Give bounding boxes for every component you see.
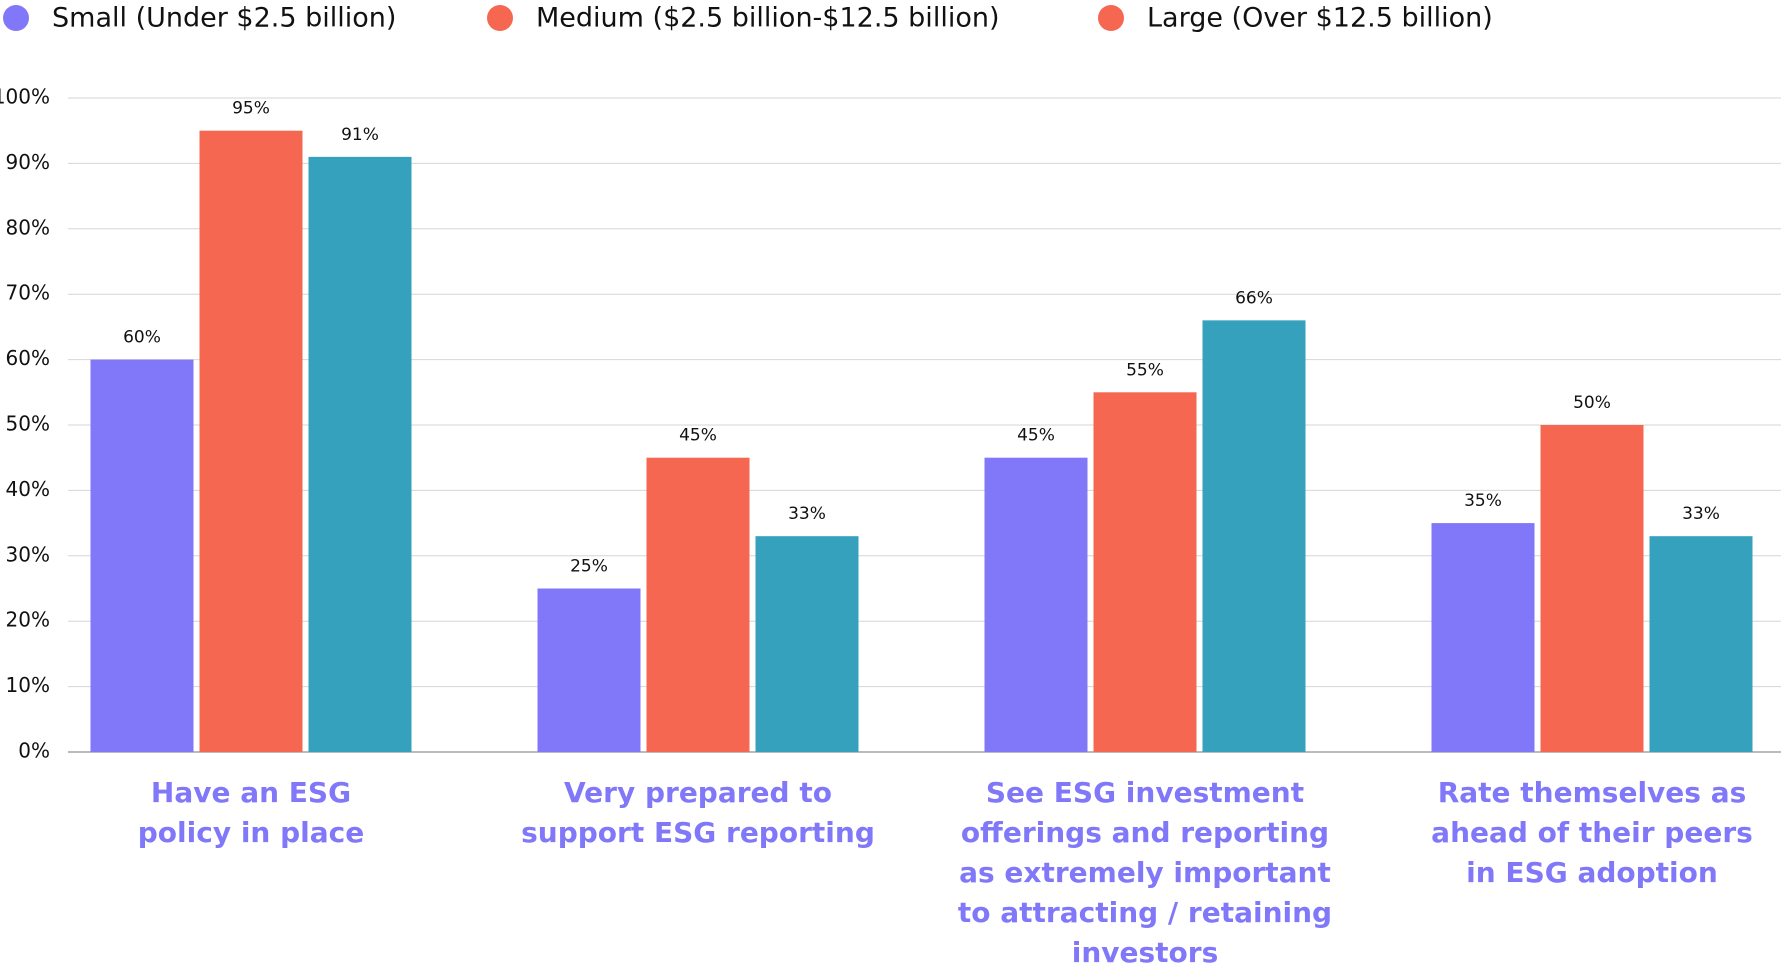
bar bbox=[755, 536, 859, 752]
y-tick-label: 80% bbox=[6, 215, 50, 239]
legend-label: Medium ($2.5 billion-$12.5 billion) bbox=[536, 3, 999, 34]
bar bbox=[1540, 425, 1644, 752]
value-label: 95% bbox=[232, 99, 270, 119]
value-label: 33% bbox=[788, 504, 826, 524]
y-tick-label: 30% bbox=[6, 542, 50, 566]
legend-marker bbox=[3, 5, 29, 31]
value-label: 25% bbox=[570, 557, 608, 577]
bar bbox=[199, 130, 303, 752]
bar bbox=[1649, 536, 1753, 752]
bar bbox=[984, 457, 1088, 752]
value-label: 60% bbox=[123, 328, 161, 348]
value-label: 66% bbox=[1235, 288, 1273, 308]
legend-label: Large (Over $12.5 billion) bbox=[1147, 3, 1493, 34]
y-tick-label: 90% bbox=[6, 150, 50, 174]
value-label: 35% bbox=[1464, 491, 1502, 511]
y-tick-label: 0% bbox=[18, 739, 50, 763]
bar bbox=[537, 588, 641, 752]
y-tick-label: 10% bbox=[6, 673, 50, 697]
x-tick-label: See ESG investment offerings and reportin… bbox=[958, 776, 1332, 967]
bar bbox=[1093, 392, 1197, 752]
x-tick-label: Rate themselves as ahead of their peers in… bbox=[1431, 776, 1753, 889]
bar bbox=[1202, 320, 1306, 752]
y-tick-label: 50% bbox=[6, 412, 50, 436]
value-label: 33% bbox=[1682, 504, 1720, 524]
y-tick-label: 60% bbox=[6, 346, 50, 370]
value-label: 55% bbox=[1126, 360, 1164, 380]
y-tick-label: 70% bbox=[6, 281, 50, 305]
bar bbox=[308, 156, 412, 753]
legend-marker bbox=[487, 5, 513, 31]
x-tick-label: Have an ESG policy in place bbox=[138, 776, 364, 849]
value-label: 91% bbox=[341, 125, 379, 145]
legend-marker bbox=[1098, 5, 1124, 31]
bar bbox=[1431, 523, 1535, 752]
value-label: 50% bbox=[1573, 393, 1611, 413]
y-tick-label: 20% bbox=[6, 608, 50, 632]
value-label: 45% bbox=[679, 426, 717, 446]
bar bbox=[90, 359, 194, 752]
y-tick-label: 100% bbox=[0, 85, 50, 109]
value-label: 45% bbox=[1017, 426, 1055, 446]
y-tick-label: 40% bbox=[6, 477, 50, 501]
legend-label: Small (Under $2.5 billion) bbox=[52, 3, 396, 34]
bar bbox=[646, 457, 750, 752]
x-tick-label: Very prepared to support ESG reporting bbox=[521, 776, 875, 849]
